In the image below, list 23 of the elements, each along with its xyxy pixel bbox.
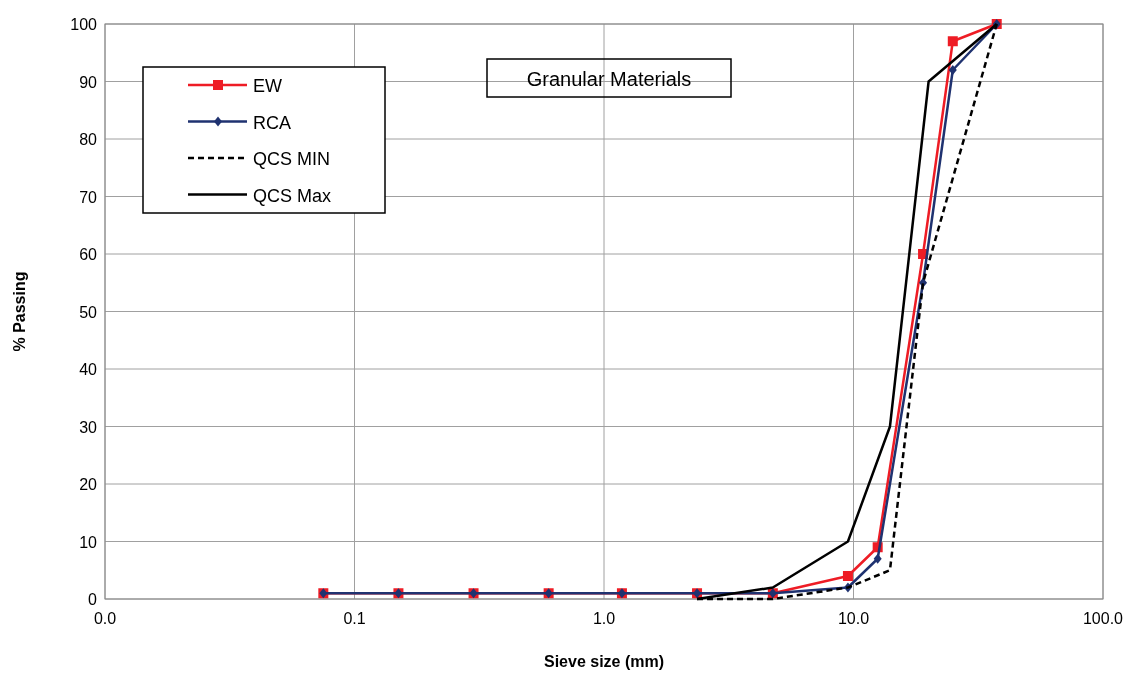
x-tick-label: 1.0 [592,610,616,627]
y-tick-label: 30 [79,418,98,436]
y-tick-label: 0 [88,591,98,608]
y-tick-label: 60 [79,246,98,263]
y-tick-label: 70 [79,188,98,206]
y-tick-label: 100 [70,16,98,33]
legend-label: QCS MIN [253,149,331,169]
legend-label: QCS Max [253,185,332,206]
y-tick-label: 50 [79,303,98,321]
x-tick-label: 100.0 [1082,610,1124,627]
y-axis-title: % Passing [11,271,28,352]
y-tick-label: 10 [79,533,98,551]
annotation: Granular Materials [526,68,692,90]
x-axis-title: Sieve size (mm) [543,653,665,670]
x-tick-label: 10.0 [837,610,870,627]
y-tick-label: 80 [79,131,98,148]
x-tick-label: 0.0 [93,610,117,627]
legend-label: RCA [253,112,292,133]
y-tick-label: 90 [79,73,98,91]
y-tick-label: 40 [79,361,98,378]
x-tick-label: 0.1 [343,610,366,627]
legend-label: EW [253,76,283,96]
y-tick-label: 20 [79,476,98,493]
